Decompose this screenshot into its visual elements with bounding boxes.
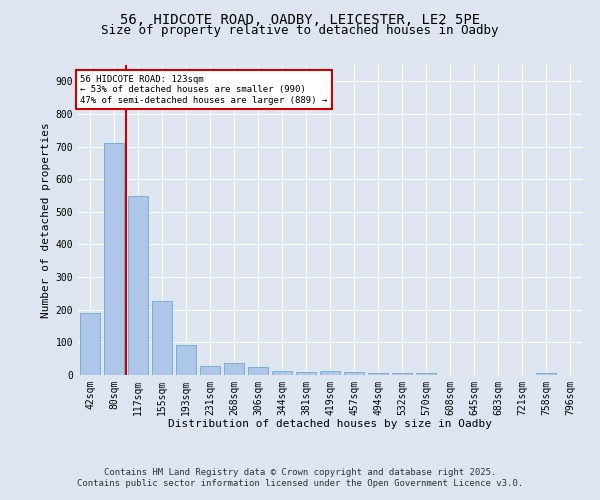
Bar [224, 362, 244, 375]
Bar [416, 374, 436, 375]
Bar [200, 366, 220, 375]
Bar [392, 373, 412, 375]
Text: 56, HIDCOTE ROAD, OADBY, LEICESTER, LE2 5PE: 56, HIDCOTE ROAD, OADBY, LEICESTER, LE2 … [120, 12, 480, 26]
Y-axis label: Number of detached properties: Number of detached properties [41, 122, 52, 318]
Bar [272, 371, 292, 375]
Text: Size of property relative to detached houses in Oadby: Size of property relative to detached ho… [101, 24, 499, 37]
Bar [248, 367, 268, 375]
Bar [296, 372, 316, 375]
Bar [536, 374, 556, 375]
Bar [104, 142, 124, 375]
Text: Contains HM Land Registry data © Crown copyright and database right 2025.
Contai: Contains HM Land Registry data © Crown c… [77, 468, 523, 487]
X-axis label: Distribution of detached houses by size in Oadby: Distribution of detached houses by size … [168, 420, 492, 430]
Bar [344, 372, 364, 375]
Bar [320, 372, 340, 375]
Bar [176, 345, 196, 375]
Text: 56 HIDCOTE ROAD: 123sqm
← 53% of detached houses are smaller (990)
47% of semi-d: 56 HIDCOTE ROAD: 123sqm ← 53% of detache… [80, 75, 328, 104]
Bar [128, 196, 148, 375]
Bar [368, 372, 388, 375]
Bar [80, 313, 100, 375]
Bar [152, 302, 172, 375]
